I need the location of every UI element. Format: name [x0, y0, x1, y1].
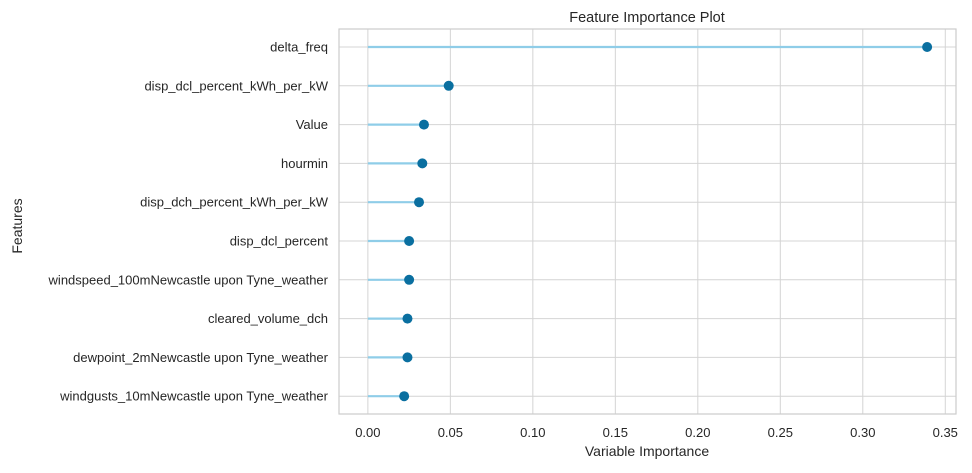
y-axis-label: Features — [9, 198, 25, 253]
importance-marker — [404, 236, 415, 246]
importance-marker — [404, 274, 415, 285]
stem-layer — [367, 45, 928, 398]
y-tick-label: hourmin — [281, 156, 328, 171]
importance-marker — [417, 158, 428, 169]
y-tick-label: dewpoint_2mNewcastle upon Tyne_weather — [73, 350, 329, 365]
x-tick-label: 0.25 — [768, 425, 793, 440]
x-tick-label: 0.00 — [355, 425, 380, 440]
importance-marker — [414, 197, 425, 208]
x-tick-label: 0.05 — [438, 425, 463, 440]
y-tick-label: disp_dcl_percent — [230, 234, 329, 249]
y-tick-label: windgusts_10mNewcastle upon Tyne_weather — [59, 389, 329, 404]
importance-marker — [922, 42, 933, 52]
importance-marker — [399, 391, 410, 402]
y-tick-label: cleared_volume_dch — [208, 311, 328, 326]
y-tick-label: delta_freq — [270, 40, 328, 55]
x-tick-label: 0.35 — [933, 425, 958, 440]
y-tick-labels: delta_freq disp_dcl_percent_kWh_per_kW Val… — [48, 40, 329, 404]
y-tick-label: disp_dch_percent_kWh_per_kW — [140, 195, 329, 210]
y-tick-label: windspeed_100mNewcastle upon Tyne_weathe… — [48, 272, 329, 287]
importance-marker — [402, 352, 413, 363]
grid-layer — [339, 29, 956, 414]
x-tick-label: 0.10 — [520, 425, 545, 440]
chart-title: Feature Importance Plot — [569, 10, 725, 26]
marker-layer — [399, 42, 933, 402]
importance-marker — [443, 80, 454, 91]
x-tick-labels: 0.00 0.05 0.10 0.15 0.20 0.25 0.30 0.35 — [355, 425, 958, 440]
x-tick-label: 0.30 — [850, 425, 875, 440]
importance-marker — [418, 119, 429, 130]
x-tick-label: 0.20 — [685, 425, 710, 440]
x-axis-label: Variable Importance — [585, 443, 709, 459]
importance-marker — [402, 313, 413, 324]
y-tick-label: disp_dcl_percent_kWh_per_kW — [144, 78, 328, 93]
x-tick-label: 0.15 — [603, 425, 628, 440]
y-tick-label: Value — [296, 117, 328, 132]
plot-frame — [338, 28, 957, 415]
